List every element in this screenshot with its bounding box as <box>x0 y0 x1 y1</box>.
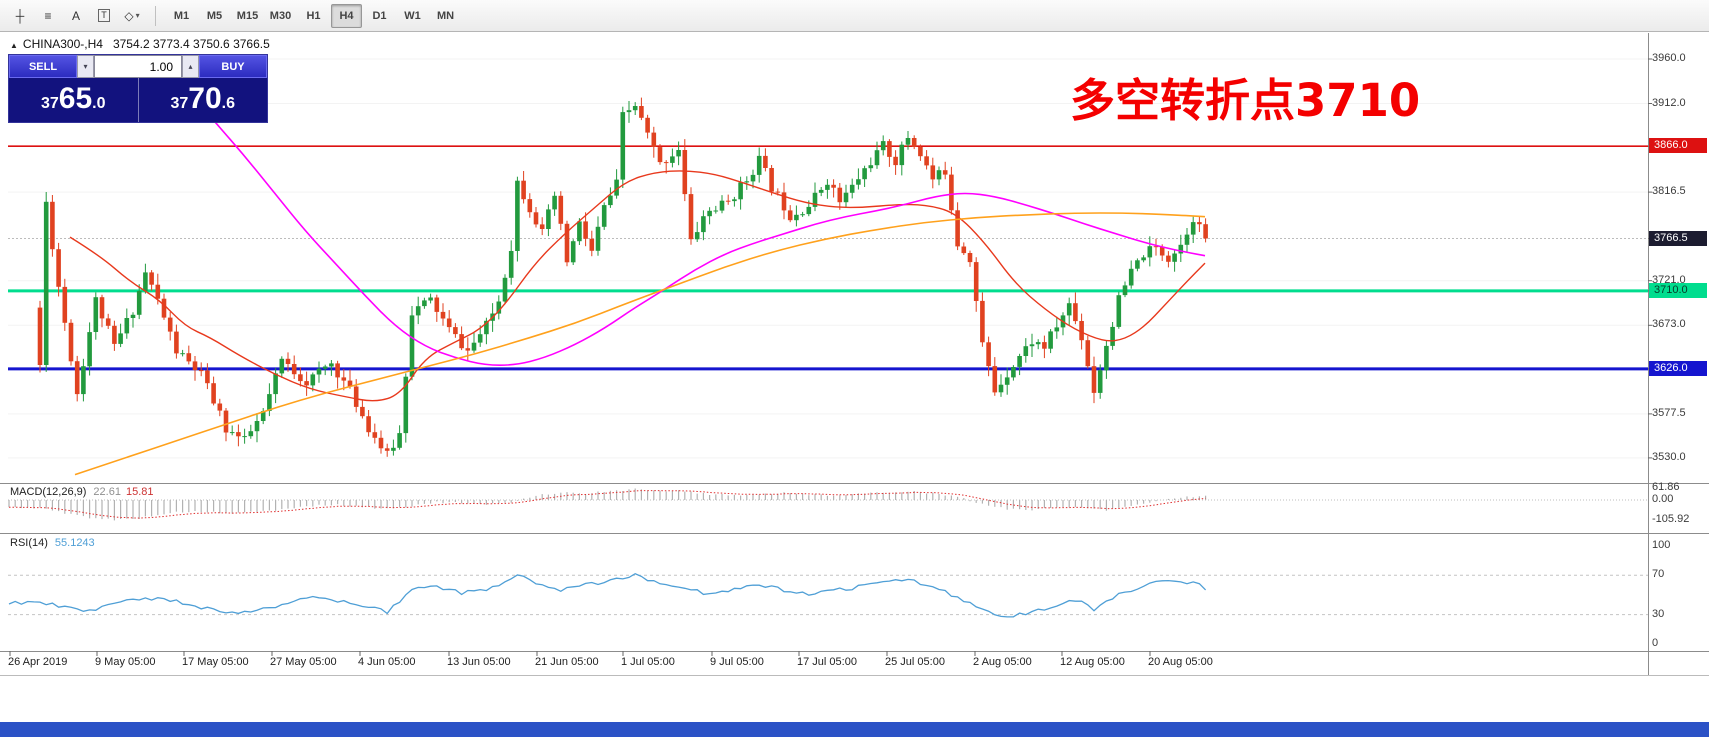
ohlc-values: 3754.2 3773.4 3750.6 3766.5 <box>112 37 270 51</box>
sell-price-big: 65 <box>58 82 93 115</box>
price-tick-label: 3912.0 <box>1652 96 1686 109</box>
timeframe-m30[interactable]: M30 <box>265 4 296 28</box>
trade-prices-row: 37 65.0 37 70.6 <box>9 78 267 122</box>
symbol-name: CHINA300-,H4 <box>22 37 103 51</box>
time-axis[interactable]: 26 Apr 2019 9 May 05:00 17 May 05:00 27 May… <box>0 652 1648 674</box>
price-tick-label: 3721.0 <box>1652 273 1686 286</box>
taskbar-strip <box>0 722 1709 737</box>
horizontal-line-glyph: ≡ <box>44 8 52 23</box>
timeframe-group: M1 M5 M15 M30 H1 H4 D1 W1 MN <box>165 3 462 28</box>
text-box-glyph: T <box>98 9 110 22</box>
timeframe-m5[interactable]: M5 <box>199 4 230 28</box>
toolbar: ┼ ≡ A T ◇ ▾ M1 M5 M15 M30 H1 H4 D1 W1 MN <box>0 0 1709 32</box>
sell-price-tail: .0 <box>92 95 106 112</box>
crosshair-icon[interactable]: ┼ <box>7 4 33 28</box>
price-tick-label: 3816.5 <box>1652 185 1686 198</box>
timeframe-h1[interactable]: H1 <box>298 4 329 28</box>
chart-annotation-text: 多空转折点3710 <box>1070 74 1421 127</box>
price-tick-label: 3960.0 <box>1652 51 1686 64</box>
timeframe-m1[interactable]: M1 <box>166 4 197 28</box>
rsi-indicator-label: RSI(14) 55.1243 <box>10 537 95 549</box>
macd-axis-label: -105.92 <box>1652 513 1690 526</box>
collapse-icon[interactable]: ▲ <box>10 41 18 50</box>
price-tag-3626.0: 3626.0 <box>1649 360 1707 376</box>
time-axis-label: 1 Jul 05:00 <box>621 656 675 668</box>
time-axis-label: 17 Jul 05:00 <box>797 656 857 668</box>
timeframe-m15[interactable]: M15 <box>232 4 263 28</box>
buy-button[interactable]: BUY <box>199 55 267 78</box>
time-axis-label: 2 Aug 05:00 <box>973 656 1032 668</box>
time-axis-label: 26 Apr 2019 <box>8 656 68 668</box>
trade-controls-row: SELL ▾ ▴ BUY <box>9 55 267 78</box>
macd-name: MACD(12,26,9) <box>10 486 87 498</box>
sell-price-head: 37 <box>40 95 59 112</box>
time-axis-label: 9 Jul 05:00 <box>710 656 764 668</box>
buy-price[interactable]: 37 70.6 <box>139 78 268 122</box>
rsi-axis-label: 100 <box>1652 538 1671 551</box>
volume-step-up-button[interactable]: ▴ <box>182 55 199 78</box>
price-tick-label: 3530.0 <box>1652 450 1686 463</box>
time-axis-label: 9 May 05:00 <box>95 656 156 668</box>
volume-dropdown-button[interactable]: ▾ <box>77 55 94 78</box>
volume-input[interactable] <box>94 55 182 78</box>
sell-price[interactable]: 37 65.0 <box>9 78 139 122</box>
price-tag-3766.5: 3766.5 <box>1649 230 1707 246</box>
buy-price-tail: .6 <box>221 95 235 112</box>
sell-button[interactable]: SELL <box>9 55 77 78</box>
time-axis-label: 12 Aug 05:00 <box>1060 656 1125 668</box>
timeframe-d1[interactable]: D1 <box>364 4 395 28</box>
buy-price-head: 37 <box>170 95 189 112</box>
macd-axis-label: 0.00 <box>1652 492 1674 505</box>
crosshair-glyph: ┼ <box>15 8 25 23</box>
price-axis[interactable]: 3960.0 3912.0 3816.5 3721.0 3673.0 3577.5 3530… <box>1649 33 1709 652</box>
symbol-header: ▲ CHINA300-,H4 3754.2 3773.4 3750.6 3766.5 <box>10 37 270 51</box>
time-axis-label: 27 May 05:00 <box>270 656 337 668</box>
timeframe-mn[interactable]: MN <box>430 4 461 28</box>
rsi-axis-label: 0 <box>1652 637 1659 650</box>
macd-value: 22.61 <box>93 486 121 498</box>
time-axis-label: 25 Jul 05:00 <box>885 656 945 668</box>
time-axis-label: 20 Aug 05:00 <box>1148 656 1213 668</box>
shapes-glyph: ◇ <box>124 8 134 23</box>
timeframe-h4[interactable]: H4 <box>331 3 362 28</box>
rsi-axis-label: 30 <box>1652 607 1665 620</box>
rsi-value: 55.1243 <box>54 537 95 549</box>
macd-axis-label: 61.86 <box>1652 481 1680 494</box>
shapes-dropdown-icon[interactable]: ◇ ▾ <box>119 4 145 28</box>
text-box-icon[interactable]: T <box>91 4 117 28</box>
text-label-icon[interactable]: A <box>63 4 89 28</box>
toolbar-separator <box>155 5 156 26</box>
horizontal-line-icon[interactable]: ≡ <box>35 4 61 28</box>
macd-indicator-label: MACD(12,26,9) 22.61 15.81 <box>10 486 153 498</box>
text-label-glyph: A <box>71 8 80 23</box>
time-axis-label: 4 Jun 05:00 <box>358 656 416 668</box>
price-tick-label: 3673.0 <box>1652 318 1686 331</box>
price-tag-3710.0: 3710.0 <box>1649 282 1707 298</box>
rsi-name: RSI(14) <box>10 537 48 549</box>
macd-signal-value: 15.81 <box>125 486 154 498</box>
time-axis-label: 13 Jun 05:00 <box>447 656 511 668</box>
rsi-axis-label: 70 <box>1652 568 1665 581</box>
price-tick-label: 3577.5 <box>1652 406 1686 419</box>
chevron-down-icon: ▾ <box>135 11 140 20</box>
timeframe-w1[interactable]: W1 <box>397 4 428 28</box>
price-tag-3866.0: 3866.0 <box>1649 138 1707 154</box>
time-axis-label: 21 Jun 05:00 <box>535 656 599 668</box>
time-axis-label: 17 May 05:00 <box>182 656 249 668</box>
buy-price-big: 70 <box>188 82 222 115</box>
